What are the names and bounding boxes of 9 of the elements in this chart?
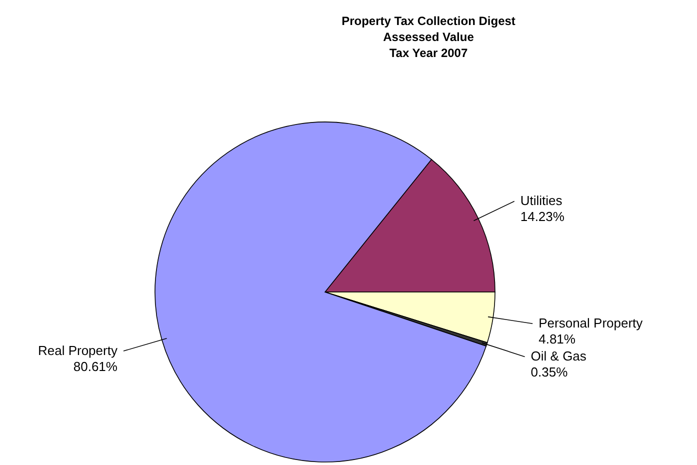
slice-label: Utilities bbox=[520, 193, 563, 208]
chart-title: Property Tax Collection Digest Assessed Value Tax Year 2007 bbox=[342, 14, 516, 60]
slice-label: Oil & Gas bbox=[530, 348, 587, 364]
data-label: 14.23% bbox=[520, 209, 565, 224]
slice-label: Personal Property bbox=[538, 316, 644, 331]
data-label: 80.61% bbox=[73, 359, 118, 374]
data-label: 4.81% bbox=[538, 332, 576, 347]
data-label: 0.35% bbox=[530, 364, 568, 380]
slice-label: Real Property bbox=[38, 343, 118, 358]
